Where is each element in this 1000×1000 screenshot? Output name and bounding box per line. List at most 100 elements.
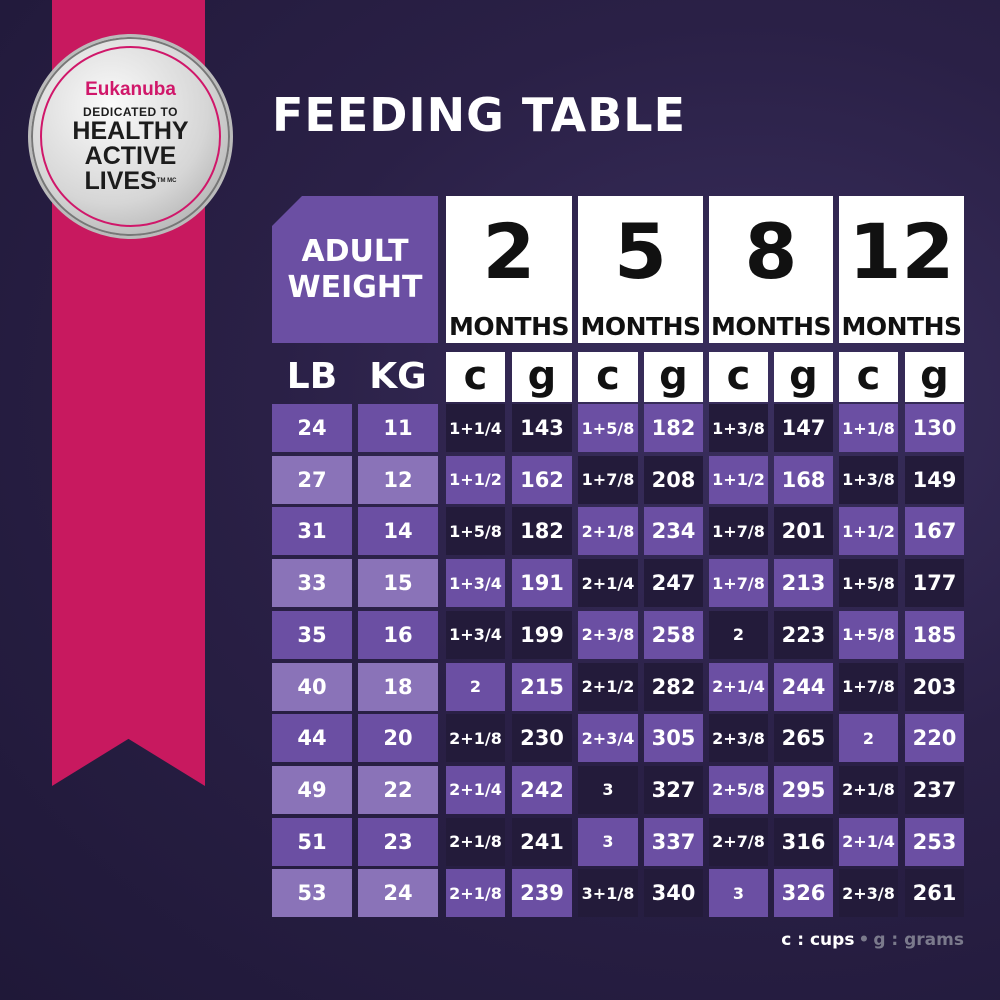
- cups-cell: 2+1/8: [578, 507, 638, 556]
- cups-cell: 1+5/8: [578, 404, 638, 452]
- cups-cell: 2+1/8: [446, 869, 505, 918]
- grams-header: g: [905, 352, 964, 402]
- grams-header: g: [644, 352, 703, 402]
- cups-cell: 3: [709, 869, 768, 918]
- lb-cell: 40: [272, 662, 352, 711]
- kg-cell: 12: [358, 455, 438, 504]
- lb-cell: 53: [272, 869, 352, 918]
- lb-cell: 51: [272, 817, 352, 866]
- kg-cell: 20: [358, 714, 438, 763]
- grams-cell: 168: [774, 455, 833, 504]
- grams-cell: 282: [644, 662, 703, 711]
- cups-cell: 2+1/4: [709, 662, 768, 711]
- cups-cell: 1+7/8: [709, 507, 768, 556]
- age-header: 12 MONTHS: [839, 196, 964, 343]
- lb-cell: 35: [272, 610, 352, 659]
- legend-cups: c : cups: [781, 930, 855, 950]
- cups-cell: 1+7/8: [839, 662, 898, 711]
- lb-cell: 24: [272, 404, 352, 452]
- age-header: 5 MONTHS: [578, 196, 703, 343]
- age-number: 12: [848, 207, 955, 296]
- grams-cell: 340: [644, 869, 703, 918]
- adult-weight-header: ADULT WEIGHT: [272, 196, 438, 343]
- grams-cell: 182: [644, 404, 703, 452]
- cups-cell: 2+3/8: [578, 610, 638, 659]
- cups-cell: 2+1/4: [578, 559, 638, 608]
- grams-header: g: [774, 352, 833, 402]
- grams-cell: 241: [512, 817, 572, 866]
- grams-cell: 305: [644, 714, 703, 763]
- cups-cell: 2+3/8: [839, 869, 898, 918]
- cups-header: c: [839, 352, 898, 402]
- cups-cell: 2+7/8: [709, 817, 768, 866]
- cups-cell: 2: [839, 714, 898, 763]
- cups-cell: 2: [446, 662, 505, 711]
- age-number: 8: [744, 207, 798, 296]
- grams-cell: 258: [644, 610, 703, 659]
- cups-cell: 2+3/4: [578, 714, 638, 763]
- logo-tagline: DEDICATED TO: [83, 105, 178, 119]
- grams-cell: 247: [644, 559, 703, 608]
- lb-cell: 49: [272, 765, 352, 814]
- grams-cell: 230: [512, 714, 572, 763]
- grams-cell: 185: [905, 610, 964, 659]
- cups-cell: 1+5/8: [839, 559, 898, 608]
- cups-cell: 1+3/4: [446, 559, 505, 608]
- kg-cell: 15: [358, 559, 438, 608]
- cups-cell: 1+1/2: [839, 507, 898, 556]
- grams-cell: 203: [905, 662, 964, 711]
- cups-cell: 2+1/8: [446, 714, 505, 763]
- grams-cell: 337: [644, 817, 703, 866]
- logo-line: ACTIVE: [84, 142, 177, 170]
- grams-cell: 208: [644, 455, 703, 504]
- grams-cell: 253: [905, 817, 964, 866]
- kg-cell: 23: [358, 817, 438, 866]
- cups-cell: 2+1/4: [839, 817, 898, 866]
- age-number: 5: [614, 207, 667, 296]
- grams-cell: 191: [512, 559, 572, 608]
- cups-cell: 1+1/2: [446, 455, 505, 504]
- grams-cell: 199: [512, 610, 572, 659]
- kg-cell: 16: [358, 610, 438, 659]
- cups-cell: 2+1/8: [839, 765, 898, 814]
- grams-cell: 201: [774, 507, 833, 556]
- grams-cell: 244: [774, 662, 833, 711]
- grams-cell: 220: [905, 714, 964, 763]
- age-unit: MONTHS: [580, 312, 701, 341]
- legend-grams: g : grams: [873, 930, 964, 950]
- grams-cell: 316: [774, 817, 833, 866]
- age-header: 2 MONTHS: [446, 196, 572, 343]
- grams-cell: 234: [644, 507, 703, 556]
- legend: c : cups • g : grams: [781, 930, 964, 950]
- kg-cell: 24: [358, 869, 438, 918]
- cups-header: c: [446, 352, 505, 402]
- logo-line: HEALTHY: [72, 117, 189, 145]
- kg-cell: 11: [358, 404, 438, 452]
- lb-cell: 27: [272, 455, 352, 504]
- grams-cell: 167: [905, 507, 964, 556]
- grams-cell: 295: [774, 765, 833, 814]
- cups-cell: 3: [578, 817, 638, 866]
- cups-cell: 1+1/8: [839, 404, 898, 452]
- cups-cell: 1+5/8: [446, 507, 505, 556]
- age-number: 2: [482, 207, 536, 296]
- lb-header: LB: [286, 356, 338, 397]
- logo-line: LIVESTM MC: [84, 167, 177, 195]
- logo-brand: Eukanuba: [85, 79, 176, 100]
- cups-cell: 3: [578, 765, 638, 814]
- cups-header: c: [578, 352, 638, 402]
- grams-cell: 261: [905, 869, 964, 918]
- grams-cell: 239: [512, 869, 572, 918]
- cups-cell: 1+5/8: [839, 610, 898, 659]
- cups-cell: 2+1/4: [446, 765, 505, 814]
- cups-cell: 1+7/8: [709, 559, 768, 608]
- cups-cell: 1+1/4: [446, 404, 505, 452]
- lb-cell: 44: [272, 714, 352, 763]
- cups-cell: 2: [709, 610, 768, 659]
- grams-cell: 130: [905, 404, 964, 452]
- grams-cell: 177: [905, 559, 964, 608]
- grams-cell: 147: [774, 404, 833, 452]
- grams-cell: 143: [512, 404, 572, 452]
- age-unit: MONTHS: [448, 312, 570, 341]
- grams-cell: 215: [512, 662, 572, 711]
